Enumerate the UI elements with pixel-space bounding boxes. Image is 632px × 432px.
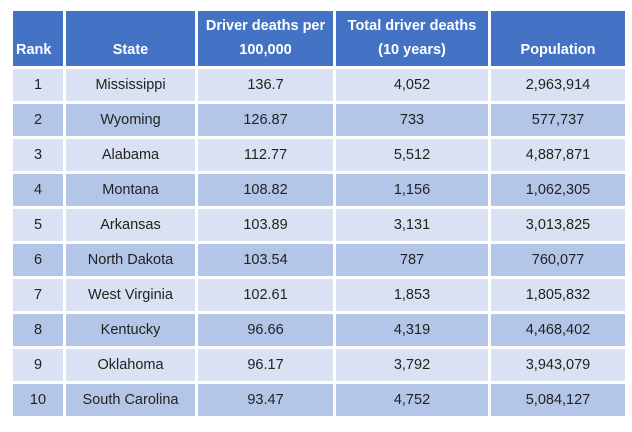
- driver-deaths-table: Rank State Driver deaths per 100,000 Tot…: [10, 8, 628, 419]
- cell-rate: 136.7: [198, 69, 333, 101]
- cell-state: North Dakota: [66, 244, 195, 276]
- cell-total: 1,853: [336, 279, 488, 311]
- cell-population: 4,887,871: [491, 139, 625, 171]
- cell-total: 4,052: [336, 69, 488, 101]
- cell-population: 760,077: [491, 244, 625, 276]
- cell-population: 577,737: [491, 104, 625, 136]
- table-row: 9 Oklahoma 96.17 3,792 3,943,079: [13, 349, 625, 381]
- cell-rank: 7: [13, 279, 63, 311]
- cell-population: 2,963,914: [491, 69, 625, 101]
- table-row: 2 Wyoming 126.87 733 577,737: [13, 104, 625, 136]
- table-row: 1 Mississippi 136.7 4,052 2,963,914: [13, 69, 625, 101]
- cell-rate: 93.47: [198, 384, 333, 416]
- cell-population: 4,468,402: [491, 314, 625, 346]
- cell-rank: 9: [13, 349, 63, 381]
- cell-rank: 4: [13, 174, 63, 206]
- cell-total: 5,512: [336, 139, 488, 171]
- cell-rank: 3: [13, 139, 63, 171]
- cell-rank: 10: [13, 384, 63, 416]
- cell-population: 1,805,832: [491, 279, 625, 311]
- table-row: 3 Alabama 112.77 5,512 4,887,871: [13, 139, 625, 171]
- cell-state: West Virginia: [66, 279, 195, 311]
- cell-state: Kentucky: [66, 314, 195, 346]
- cell-total: 4,752: [336, 384, 488, 416]
- table-row: 4 Montana 108.82 1,156 1,062,305: [13, 174, 625, 206]
- cell-rank: 6: [13, 244, 63, 276]
- cell-population: 1,062,305: [491, 174, 625, 206]
- header-rank: Rank: [13, 11, 63, 66]
- cell-total: 1,156: [336, 174, 488, 206]
- cell-rank: 2: [13, 104, 63, 136]
- cell-state: Wyoming: [66, 104, 195, 136]
- table-row: 6 North Dakota 103.54 787 760,077: [13, 244, 625, 276]
- cell-state: Arkansas: [66, 209, 195, 241]
- cell-total: 4,319: [336, 314, 488, 346]
- cell-rate: 112.77: [198, 139, 333, 171]
- cell-population: 3,943,079: [491, 349, 625, 381]
- cell-total: 3,131: [336, 209, 488, 241]
- header-rate: Driver deaths per 100,000: [198, 11, 333, 66]
- cell-rate: 96.66: [198, 314, 333, 346]
- cell-rank: 8: [13, 314, 63, 346]
- header-row: Rank State Driver deaths per 100,000 Tot…: [13, 11, 625, 66]
- cell-state: Oklahoma: [66, 349, 195, 381]
- cell-rate: 103.54: [198, 244, 333, 276]
- cell-total: 3,792: [336, 349, 488, 381]
- cell-rate: 103.89: [198, 209, 333, 241]
- cell-rate: 108.82: [198, 174, 333, 206]
- cell-rank: 1: [13, 69, 63, 101]
- cell-rate: 96.17: [198, 349, 333, 381]
- cell-total: 787: [336, 244, 488, 276]
- cell-state: Mississippi: [66, 69, 195, 101]
- cell-rank: 5: [13, 209, 63, 241]
- table-row: 7 West Virginia 102.61 1,853 1,805,832: [13, 279, 625, 311]
- cell-total: 733: [336, 104, 488, 136]
- cell-state: Montana: [66, 174, 195, 206]
- table-row: 8 Kentucky 96.66 4,319 4,468,402: [13, 314, 625, 346]
- header-state: State: [66, 11, 195, 66]
- cell-state: South Carolina: [66, 384, 195, 416]
- cell-rate: 102.61: [198, 279, 333, 311]
- cell-population: 5,084,127: [491, 384, 625, 416]
- table-row: 10 South Carolina 93.47 4,752 5,084,127: [13, 384, 625, 416]
- cell-state: Alabama: [66, 139, 195, 171]
- cell-rate: 126.87: [198, 104, 333, 136]
- header-population: Population: [491, 11, 625, 66]
- cell-population: 3,013,825: [491, 209, 625, 241]
- table-row: 5 Arkansas 103.89 3,131 3,013,825: [13, 209, 625, 241]
- header-total: Total driver deaths (10 years): [336, 11, 488, 66]
